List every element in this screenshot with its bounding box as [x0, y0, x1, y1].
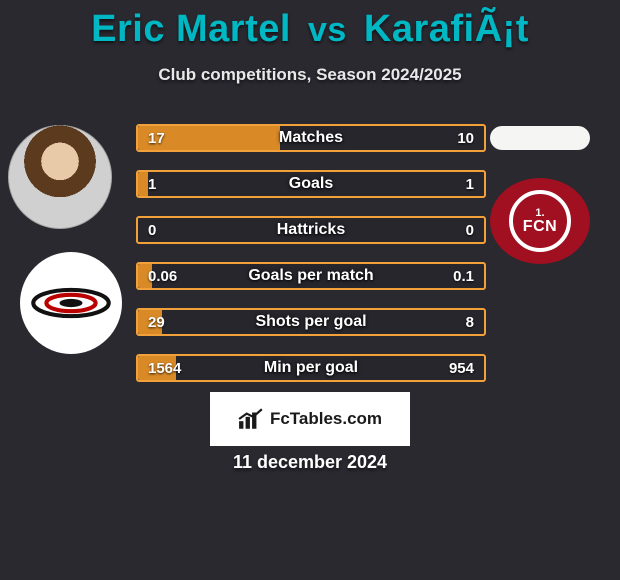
stat-value-left: 1564 [148, 356, 181, 380]
player2-badge-pill [490, 126, 590, 150]
stat-value-right: 0.1 [453, 264, 474, 288]
stat-value-right: 8 [466, 310, 474, 334]
stat-fill-left [138, 172, 148, 196]
stat-row: 0 0Hattricks [136, 216, 486, 244]
stat-value-left: 1 [148, 172, 156, 196]
stat-row: 1 1Goals [136, 170, 486, 198]
stat-value-left: 0.06 [148, 264, 177, 288]
stat-value-left: 17 [148, 126, 165, 150]
player1-avatar [8, 125, 112, 229]
stat-row: 29 8Shots per goal [136, 308, 486, 336]
stat-value-left: 29 [148, 310, 165, 334]
fcn-roundel: 1. FCN [509, 190, 571, 252]
stat-value-right: 1 [466, 172, 474, 196]
stat-label: Goals [138, 172, 484, 196]
stat-row: 1710Matches [136, 124, 486, 152]
fcn-top-text: 1. [535, 208, 544, 219]
stats-table: 1710Matches11Goals00Hattricks0.060.1Goal… [136, 124, 486, 400]
stat-row: 0.06 0.1Goals per match [136, 262, 486, 290]
comparison-title: Eric Martel vs KarafiÃ¡t [0, 0, 620, 51]
stat-label: Hattricks [138, 218, 484, 242]
player1-club-logo [20, 252, 122, 354]
stat-label: Shots per goal [138, 310, 484, 334]
player1-name: Eric Martel [91, 8, 291, 50]
chart-icon [238, 408, 264, 430]
stat-value-right: 954 [449, 356, 474, 380]
season-subtitle: Club competitions, Season 2024/2025 [0, 65, 620, 85]
stat-value-left: 0 [148, 218, 156, 242]
player2-name: KarafiÃ¡t [364, 8, 529, 50]
footer-date: 11 december 2024 [0, 452, 620, 473]
stat-row: 1564 954Min per goal [136, 354, 486, 382]
stat-value-right: 0 [466, 218, 474, 242]
stat-value-right: 10 [457, 126, 474, 150]
vs-label: vs [308, 11, 347, 49]
hurricane-icon [30, 278, 112, 328]
stat-label: Min per goal [138, 356, 484, 380]
brand-name: FcTables.com [270, 409, 382, 429]
fcn-bottom-text: FCN [523, 219, 557, 235]
brand-footer-box: FcTables.com [210, 392, 410, 446]
stat-label: Goals per match [138, 264, 484, 288]
player2-club-logo: 1. FCN [490, 178, 590, 264]
